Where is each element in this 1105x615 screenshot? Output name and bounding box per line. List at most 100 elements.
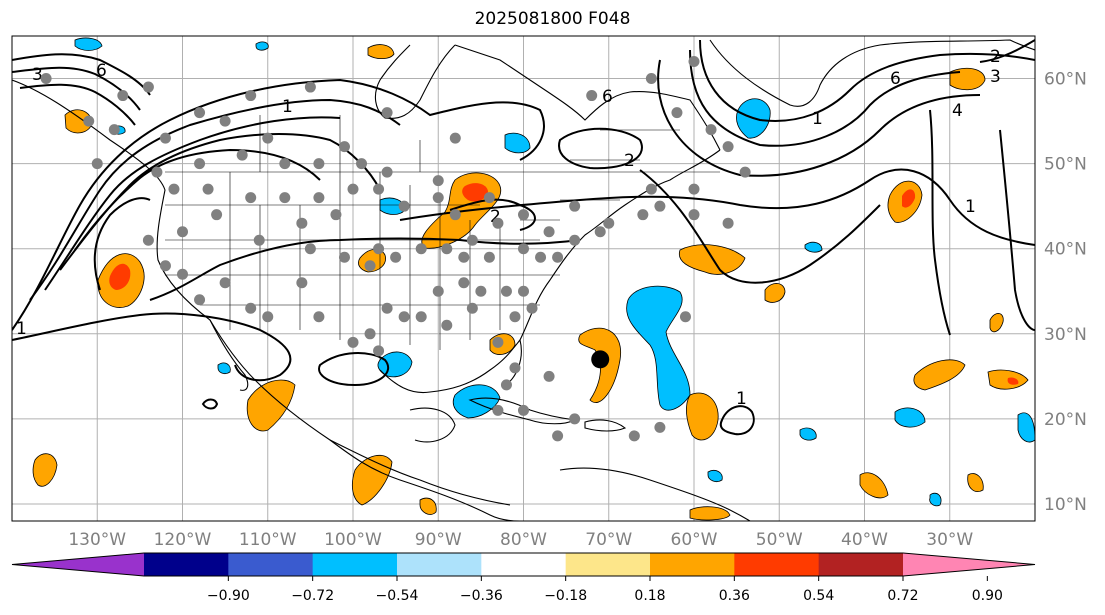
station-dot xyxy=(219,115,231,127)
station-dot xyxy=(296,217,308,229)
station-dot xyxy=(390,251,402,263)
station-dot xyxy=(347,183,359,195)
colorbar-segment-7 xyxy=(734,553,820,576)
station-dot xyxy=(142,81,154,93)
lon-label-5: 80°W xyxy=(500,530,547,550)
lat-label-5: 10°N xyxy=(1044,495,1087,515)
shade-central-am xyxy=(351,454,393,506)
contour-nw-2 xyxy=(12,66,141,111)
station-dot xyxy=(500,379,512,391)
station-dot xyxy=(500,285,512,297)
station-dot xyxy=(518,243,529,255)
lon-label-3: 100°W xyxy=(324,530,382,550)
contour-coast-west xyxy=(93,197,151,291)
station-dot xyxy=(483,251,495,263)
station-dot xyxy=(637,209,649,221)
station-dot xyxy=(313,192,325,204)
contour-nw-1 xyxy=(12,53,151,96)
shade-blue-atlantic-w xyxy=(626,285,691,411)
station-dot xyxy=(262,311,274,323)
station-dot xyxy=(449,209,461,221)
station-dot xyxy=(245,302,257,314)
contour-label-1a: 1 xyxy=(282,97,293,117)
shade-atl-sub1 xyxy=(913,359,966,391)
station-dot xyxy=(142,234,154,246)
station-dot xyxy=(364,328,376,340)
station-dot xyxy=(492,217,504,229)
station-dot xyxy=(194,158,206,170)
lon-label-10: 30°W xyxy=(926,530,973,550)
contour-label-group: 1 1 1 1 1 2 2 2 3 3 4 6 6 6 xyxy=(16,47,1001,409)
station-dot xyxy=(518,404,529,416)
station-dot xyxy=(492,404,504,416)
station-dot xyxy=(279,192,291,204)
shade-pacific-s2 xyxy=(419,497,437,515)
station-dot xyxy=(688,209,700,221)
station-dot xyxy=(211,209,223,221)
contour-labrador-loop xyxy=(699,39,1035,122)
station-dot xyxy=(338,141,350,153)
contour-label-2a: 2 xyxy=(624,151,635,171)
station-dot xyxy=(654,200,666,212)
station-dot xyxy=(722,141,734,153)
coast-greenland xyxy=(709,39,1035,107)
longitude-labels: 130°W 120°W 110°W 100°W 90°W 80°W 70°W 60°W 50°W… xyxy=(68,530,973,550)
contour-label-1c: 1 xyxy=(965,197,976,217)
contour-label-3a: 3 xyxy=(32,65,43,85)
lat-label-4: 20°N xyxy=(1044,410,1087,430)
lat-label-3: 30°N xyxy=(1044,325,1087,345)
colorbar-segment-1 xyxy=(228,553,314,576)
shade-blue-nw xyxy=(74,37,103,51)
colorbar-extend-min xyxy=(12,553,144,576)
contour-small-loop2 xyxy=(201,398,219,410)
coast-canada-east xyxy=(454,44,721,151)
station-dot xyxy=(526,302,538,314)
station-dot xyxy=(705,124,717,136)
station-dot xyxy=(304,243,316,255)
station-dot xyxy=(177,226,188,238)
contour-ne-1 xyxy=(979,39,1035,63)
contour-1-west xyxy=(12,78,545,331)
state-borders xyxy=(165,115,720,360)
lat-label-2: 40°N xyxy=(1044,240,1087,260)
shade-caribbean xyxy=(686,392,719,441)
station-dot xyxy=(432,285,444,297)
station-dot xyxy=(253,234,265,246)
station-dot xyxy=(202,183,214,195)
colorbar-segment-6 xyxy=(650,553,735,576)
colorbar-segment-4 xyxy=(481,553,567,576)
coast-hudson xyxy=(374,44,456,119)
shade-canada-n xyxy=(367,44,395,60)
station-dot xyxy=(236,149,248,161)
station-dot xyxy=(108,124,120,136)
station-dot xyxy=(569,413,581,425)
station-dot xyxy=(466,234,478,246)
coast-central-america xyxy=(329,439,511,506)
station-dot xyxy=(177,268,188,280)
station-dot xyxy=(83,115,95,127)
lon-label-2: 110°W xyxy=(239,530,297,550)
contour-small-loop xyxy=(719,405,755,436)
lon-label-9: 40°W xyxy=(841,530,888,550)
station-dot xyxy=(458,251,470,263)
station-dot xyxy=(245,90,257,102)
station-dot xyxy=(586,90,598,102)
station-dot xyxy=(279,158,291,170)
station-dot xyxy=(168,183,180,195)
station-markers xyxy=(40,56,751,442)
shade-blue-e2 xyxy=(804,241,823,253)
shade-blue-ne-coast xyxy=(504,132,531,154)
station-dot xyxy=(159,132,171,144)
colorbar-tick-label-3: −0.36 xyxy=(460,588,503,604)
contour-labrador-3 xyxy=(657,59,981,177)
contour-greatlakes xyxy=(449,198,536,231)
colorbar-tick-label-4: −0.18 xyxy=(544,588,587,604)
station-dot xyxy=(356,158,368,170)
station-dot xyxy=(330,209,342,221)
colorbar-tick-label-0: −0.90 xyxy=(207,588,250,604)
shade-east-pacific xyxy=(32,453,58,487)
shade-mexico xyxy=(246,379,296,432)
contour-gulf-loop xyxy=(318,352,390,387)
coast-gulf xyxy=(379,338,522,394)
